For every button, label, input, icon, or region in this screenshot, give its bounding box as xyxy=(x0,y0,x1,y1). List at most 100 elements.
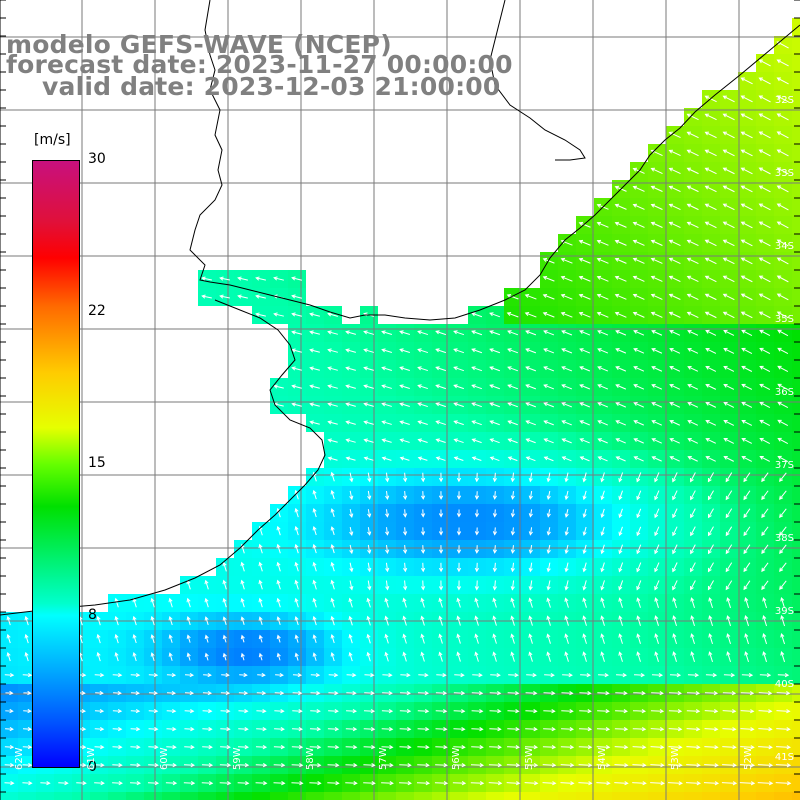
wind-arrow-head xyxy=(226,708,231,714)
wind-arrow xyxy=(672,544,678,554)
wind-arrow-head xyxy=(279,690,285,696)
wind-arrow-head xyxy=(298,708,303,714)
wind-arrow xyxy=(634,438,644,444)
wind-arrow xyxy=(654,580,660,590)
wind-arrow-head xyxy=(262,726,267,732)
wind-arrow xyxy=(547,527,551,535)
wind-arrow xyxy=(399,330,411,336)
wind-cell xyxy=(792,702,800,720)
wind-arrow xyxy=(651,384,663,390)
wind-arrow-head xyxy=(9,690,14,696)
wind-arrow xyxy=(579,294,591,300)
wind-arrow xyxy=(759,149,771,157)
wind-arrow-head xyxy=(81,726,87,732)
wind-arrow xyxy=(723,402,735,408)
wind-arrow-head xyxy=(714,763,719,768)
wind-arrow xyxy=(759,311,771,319)
wind-arrow-head xyxy=(687,347,692,352)
wind-arrow-head xyxy=(768,781,774,786)
wind-arrow xyxy=(741,311,753,319)
wind-arrow xyxy=(403,598,407,608)
wind-arrow xyxy=(703,782,719,784)
wind-arrow-head xyxy=(650,293,656,298)
wind-arrow xyxy=(470,782,484,784)
wind-arrow xyxy=(651,204,663,210)
wind-arrow xyxy=(493,598,497,608)
wind-arrow-head xyxy=(723,365,728,370)
wind-arrow-head xyxy=(528,495,533,500)
wind-arrow-head xyxy=(672,495,676,501)
wind-arrow-head xyxy=(686,131,691,136)
wind-arrow-head xyxy=(597,366,602,370)
wind-arrow xyxy=(367,634,371,644)
wind-arrow-head xyxy=(633,420,638,424)
wind-arrow xyxy=(745,651,749,663)
wind-arrow-head xyxy=(723,419,728,424)
wind-arrow xyxy=(636,490,642,500)
wind-arrow-head xyxy=(474,531,480,536)
wind-arrow-head xyxy=(456,586,462,591)
wind-arrow xyxy=(273,782,285,784)
wind-arrow xyxy=(169,635,173,643)
wind-arrow-head xyxy=(705,329,710,334)
wind-arrow-head xyxy=(672,586,676,591)
wind-arrow-head xyxy=(381,348,386,353)
wind-arrow-head xyxy=(686,239,692,244)
wind-arrow xyxy=(723,203,735,211)
wind-arrow-head xyxy=(597,456,602,461)
wind-arrow xyxy=(687,330,699,336)
wind-arrow xyxy=(651,420,663,426)
wind-arrow-head xyxy=(564,567,569,573)
wind-arrow-head xyxy=(668,167,674,172)
wind-arrow-head xyxy=(705,347,710,352)
wind-cell xyxy=(792,756,800,774)
wind-arrow xyxy=(704,746,718,748)
wind-arrow xyxy=(652,438,662,444)
wind-arrow xyxy=(529,491,533,499)
wind-arrow xyxy=(399,782,411,784)
wind-arrow-head xyxy=(132,652,137,657)
wind-arrow-head xyxy=(28,780,33,786)
wind-arrow xyxy=(743,544,751,554)
wind-arrow-head xyxy=(731,709,737,714)
wind-arrow xyxy=(493,652,497,662)
wind-arrow xyxy=(579,222,591,228)
wind-arrow xyxy=(255,782,267,784)
wind-cell xyxy=(792,180,800,198)
wind-arrow xyxy=(404,472,406,482)
wind-arrow-head xyxy=(327,420,332,425)
wind-arrow-head xyxy=(578,239,584,244)
wind-arrow-head xyxy=(330,633,335,639)
wind-arrow-head xyxy=(425,745,430,750)
wind-arrow-head xyxy=(687,329,692,334)
wind-arrow xyxy=(310,385,320,389)
wind-arrow-head xyxy=(564,586,569,591)
latitude-label: 32S xyxy=(774,95,794,106)
wind-arrow xyxy=(777,221,789,229)
wind-arrow-head xyxy=(280,726,285,732)
wind-arrow-head xyxy=(353,781,358,786)
wind-arrow xyxy=(223,653,227,661)
wind-arrow-head xyxy=(588,763,593,768)
wind-arrow-head xyxy=(438,567,444,573)
wind-arrow-head xyxy=(399,330,404,335)
wind-arrow xyxy=(690,526,696,536)
wind-arrow-head xyxy=(705,438,710,442)
wind-arrow-head xyxy=(363,330,368,335)
wind-arrow-head xyxy=(510,651,515,656)
wind-arrow xyxy=(403,634,407,644)
wind-cell xyxy=(792,360,800,378)
wind-arrow xyxy=(529,616,533,626)
wind-arrow-head xyxy=(705,365,710,370)
wind-arrow-head xyxy=(705,401,710,406)
wind-arrow xyxy=(151,634,155,644)
wind-arrow xyxy=(511,472,515,482)
wind-arrow-head xyxy=(388,690,393,696)
wind-arrow-head xyxy=(225,672,230,678)
wind-arrow-head xyxy=(618,633,623,638)
wind-arrow xyxy=(25,634,29,644)
wind-arrow-head xyxy=(471,348,476,353)
wind-arrow-head xyxy=(479,763,485,768)
wind-arrow xyxy=(777,167,789,175)
